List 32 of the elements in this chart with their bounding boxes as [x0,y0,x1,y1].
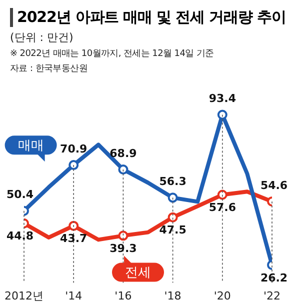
point [68,160,79,170]
data-label: 57.6 [208,201,236,214]
x-tick-label: 2012년 [4,289,44,302]
data-label: 47.5 [159,224,186,237]
data-label: 70.9 [60,142,88,156]
data-label: 44.8 [6,230,34,243]
point [217,190,228,200]
text: 자료 : 한국부동산원 [10,63,88,75]
data-label: 54.6 [260,178,288,192]
x-tick-label: '16 [114,289,132,302]
data-label: 50.4 [6,188,34,202]
x-tick-label: '20 [214,289,231,302]
point [118,230,128,241]
data-label: 93.4 [208,92,236,106]
data-label: 26.2 [260,271,288,284]
x-tick-label: '22 [263,289,281,302]
point [168,192,178,203]
point [68,220,79,231]
chart-title: 2022년 아파트 매매 및 전세 거래량 추이 [17,8,286,27]
chart-subtitle: (단위 : 만건) [10,30,74,45]
data-label: 56.3 [159,175,186,188]
data-label: 43.7 [60,232,88,246]
x-tick-label: '18 [164,289,182,302]
text: 매매 [18,138,44,154]
point [118,164,128,175]
point [168,212,178,222]
data-label: 39.3 [110,242,137,256]
x-tick-label: '14 [65,289,82,302]
legend-label: 전세 [125,266,151,281]
point [217,110,228,120]
text: ※ 2022년 매매는 10월까지, 전세는 12월 14일 기준 [10,48,215,60]
data-label: 68.9 [110,146,137,160]
